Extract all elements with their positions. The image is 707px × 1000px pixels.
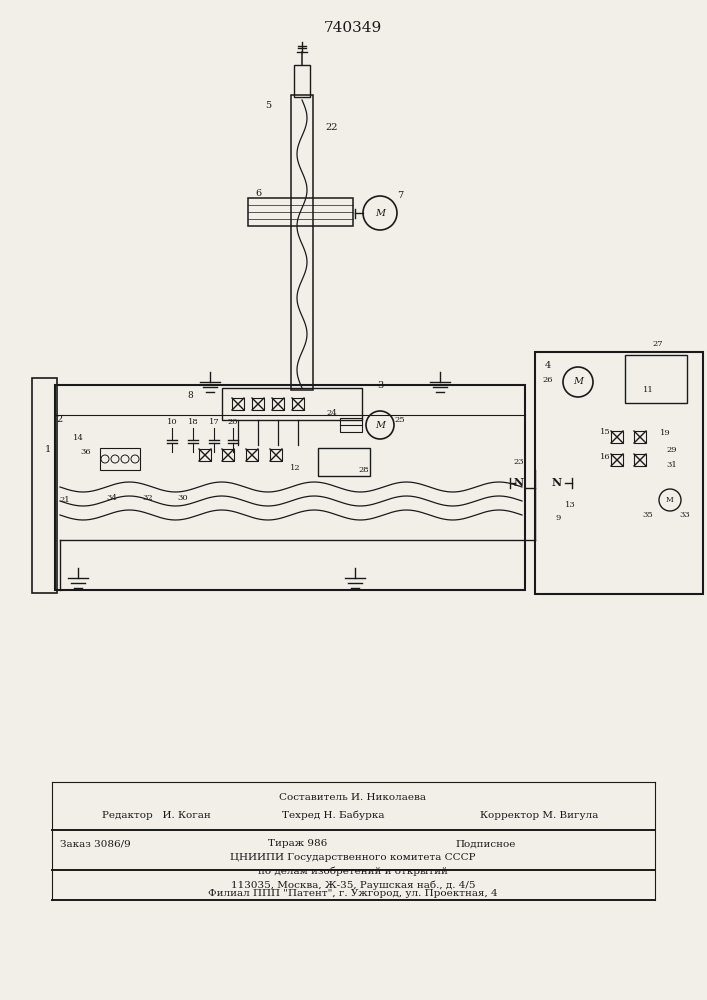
- Text: 2: 2: [57, 416, 63, 424]
- Text: 14: 14: [73, 434, 83, 442]
- Text: 31: 31: [667, 461, 677, 469]
- Text: 9: 9: [555, 514, 561, 522]
- Text: Редактор   И. Коган: Редактор И. Коган: [102, 810, 211, 820]
- Text: 32: 32: [143, 494, 153, 502]
- Text: 10: 10: [167, 418, 177, 426]
- Text: N: N: [514, 478, 524, 488]
- Bar: [611, 431, 623, 443]
- Bar: [272, 398, 284, 410]
- Text: Заказ 3086/9: Заказ 3086/9: [60, 840, 131, 848]
- Text: 21: 21: [59, 496, 70, 504]
- Text: 13: 13: [565, 501, 575, 509]
- Bar: [611, 454, 623, 466]
- Text: ЦНИИПИ Государственного комитета СССР: ЦНИИПИ Государственного комитета СССР: [230, 852, 476, 861]
- Bar: [270, 449, 282, 461]
- Bar: [340, 418, 362, 432]
- Bar: [32, 378, 57, 593]
- Text: Тираж 986: Тираж 986: [268, 840, 327, 848]
- Bar: [634, 431, 646, 443]
- Text: 113035, Москва, Ж-35, Раушская наб., д. 4/5: 113035, Москва, Ж-35, Раушская наб., д. …: [230, 880, 475, 890]
- Text: 11: 11: [643, 386, 653, 394]
- Text: 17: 17: [209, 418, 219, 426]
- Text: Составитель И. Николаева: Составитель И. Николаева: [279, 794, 426, 802]
- Text: 4: 4: [545, 360, 551, 369]
- Text: Подписное: Подписное: [455, 840, 515, 848]
- Bar: [222, 388, 362, 420]
- Text: 26: 26: [543, 376, 554, 384]
- Text: 1: 1: [45, 446, 51, 454]
- Text: 8: 8: [187, 390, 193, 399]
- Text: Филиал ППП "Патент", г. Ужгород, ул. Проектная, 4: Филиал ППП "Патент", г. Ужгород, ул. Про…: [208, 890, 498, 898]
- Text: 22: 22: [326, 123, 338, 132]
- Text: 3: 3: [377, 381, 383, 390]
- Text: 16: 16: [600, 453, 610, 461]
- Bar: [199, 449, 211, 461]
- Text: по делам изобретений и открытий: по делам изобретений и открытий: [258, 866, 448, 876]
- Bar: [318, 448, 370, 476]
- Text: 20: 20: [228, 418, 238, 426]
- Text: 33: 33: [679, 511, 690, 519]
- Text: 23: 23: [514, 458, 525, 466]
- Bar: [252, 398, 264, 410]
- Text: 5: 5: [265, 101, 271, 109]
- Bar: [535, 352, 703, 594]
- Bar: [248, 198, 353, 226]
- Text: 15: 15: [600, 428, 610, 436]
- Text: 29: 29: [667, 446, 677, 454]
- Text: 35: 35: [643, 511, 653, 519]
- Bar: [625, 355, 687, 403]
- Bar: [55, 385, 525, 590]
- Text: 6: 6: [255, 188, 261, 198]
- Text: 7: 7: [397, 190, 403, 200]
- Text: 36: 36: [81, 448, 91, 456]
- Text: N: N: [552, 478, 562, 488]
- Bar: [222, 449, 234, 461]
- Text: M: M: [375, 209, 385, 218]
- Text: Техред Н. Бабурка: Техред Н. Бабурка: [282, 810, 385, 820]
- Bar: [294, 65, 310, 97]
- Bar: [634, 454, 646, 466]
- Text: 34: 34: [107, 494, 117, 502]
- Text: M: M: [375, 420, 385, 430]
- Text: M: M: [666, 496, 674, 504]
- Text: 740349: 740349: [324, 21, 382, 35]
- Bar: [246, 449, 258, 461]
- Text: 24: 24: [327, 409, 337, 417]
- Bar: [291, 95, 313, 390]
- Text: Корректор М. Вигула: Корректор М. Вигула: [480, 810, 598, 820]
- Text: 30: 30: [177, 494, 188, 502]
- Text: 25: 25: [395, 416, 405, 424]
- Text: 27: 27: [653, 340, 663, 348]
- Text: 18: 18: [187, 418, 199, 426]
- Bar: [100, 448, 140, 470]
- Text: 28: 28: [358, 466, 369, 474]
- Text: M: M: [573, 377, 583, 386]
- Text: 19: 19: [660, 429, 670, 437]
- Bar: [232, 398, 244, 410]
- Text: 12: 12: [290, 464, 300, 472]
- Bar: [292, 398, 304, 410]
